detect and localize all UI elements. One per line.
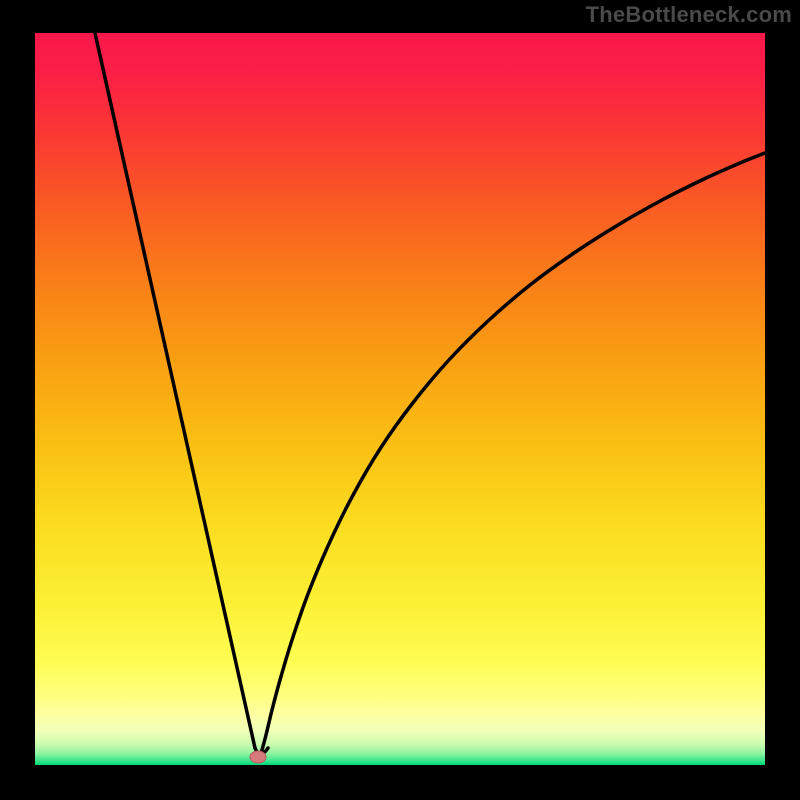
optimum-marker — [250, 751, 266, 763]
gradient-background — [35, 33, 765, 765]
chart-container: TheBottleneck.com — [0, 0, 800, 800]
plot-area — [35, 33, 765, 765]
plot-svg — [35, 33, 765, 765]
watermark-label: TheBottleneck.com — [586, 2, 792, 28]
